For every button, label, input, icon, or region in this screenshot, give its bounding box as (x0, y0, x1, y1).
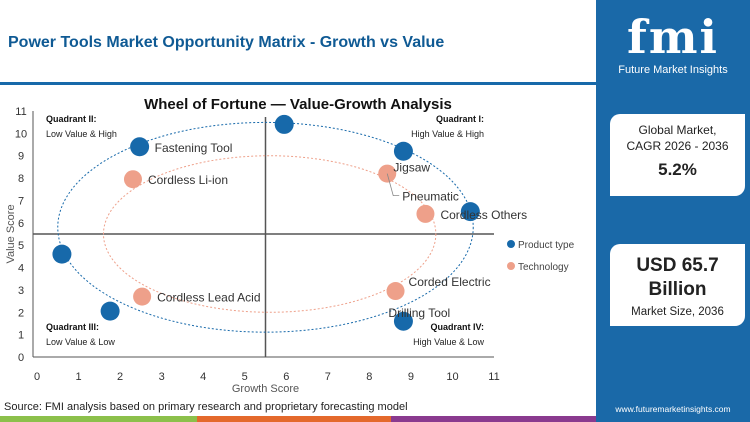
data-label: Fastening Tool (155, 141, 233, 155)
market-size-value: USD 65.7 (636, 255, 719, 276)
x-tick-label: 5 (242, 371, 248, 383)
product-type-point (274, 114, 294, 134)
legend-label: Technology (518, 262, 569, 273)
fmi-logo: fmi Future Market Insights (596, 6, 750, 76)
data-label: Pneumatic (402, 190, 459, 204)
technology-point (133, 287, 152, 306)
quadrant-title: Quadrant III: (46, 322, 99, 332)
y-tick-label: 10 (15, 128, 27, 140)
page-title: Power Tools Market Opportunity Matrix - … (8, 34, 445, 51)
data-label: Cordless Li-ion (148, 173, 228, 187)
y-tick-label: 2 (18, 307, 24, 319)
x-tick-label: 10 (446, 371, 458, 383)
x-tick-label: 0 (34, 371, 40, 383)
product-type-ring (57, 121, 474, 333)
y-tick-label: 3 (18, 285, 24, 297)
y-tick-label: 11 (15, 106, 26, 118)
x-tick-label: 7 (325, 371, 331, 383)
x-tick-label: 4 (200, 371, 206, 383)
website-link[interactable]: www.futuremarketinsights.com (615, 404, 731, 414)
legend-label: Product type (518, 240, 575, 251)
cagr-label-line1: Global Market, (638, 123, 717, 137)
product-type-point (130, 137, 150, 157)
footer-bar-orange (197, 416, 391, 422)
source-note: Source: FMI analysis based on primary re… (4, 401, 408, 413)
x-tick-label: 9 (408, 371, 414, 383)
quadrant-subtitle: Low Value & High (46, 129, 117, 139)
pneumatic-leader-line (386, 173, 400, 197)
product-type-point (100, 301, 120, 321)
cagr-value: 5.2% (658, 160, 697, 179)
market-size-card: USD 65.7 Billion Market Size, 2036 (610, 244, 745, 326)
technology-ring (102, 155, 437, 313)
product-type-point (393, 141, 413, 161)
technology-point (386, 282, 405, 301)
cagr-label-line2: CAGR 2026 - 2036 (626, 139, 729, 153)
footer-bar-purple (391, 416, 596, 422)
x-tick-label: 6 (283, 371, 289, 383)
y-tick-label: 6 (18, 218, 24, 230)
quadrant-subtitle: High Value & High (411, 129, 484, 139)
data-label: Drilling Tool (388, 306, 450, 320)
y-tick-label: 9 (18, 151, 24, 163)
chart-title: Wheel of Fortune — Value-Growth Analysis (144, 96, 452, 113)
product-type-point (393, 311, 413, 331)
data-label: Corded Electric (409, 275, 491, 289)
legend-marker (507, 240, 515, 248)
sidebar: fmi Future Market Insights Global Market… (596, 0, 750, 422)
x-tick-label: 11 (488, 371, 499, 383)
header-divider (0, 82, 596, 85)
quadrant-title: Quadrant II: (46, 114, 97, 124)
x-axis-label: Growth Score (232, 383, 299, 395)
product-type-point (460, 202, 480, 222)
y-tick-label: 4 (18, 263, 24, 275)
data-label: Jigsaw (393, 160, 430, 174)
y-tick-label: 0 (18, 352, 24, 364)
x-tick-label: 8 (366, 371, 372, 383)
market-size-label: Market Size, 2036 (631, 306, 724, 318)
y-tick-label: 8 (18, 173, 24, 185)
footer-bar-green (0, 416, 197, 422)
y-axis-label: Value Score (5, 204, 17, 263)
data-label: Cordless Lead Acid (157, 291, 260, 305)
technology-point (416, 204, 435, 223)
cagr-card: Global Market, CAGR 2026 - 2036 5.2% (610, 114, 745, 196)
quadrant-subtitle: High Value & Low (413, 337, 484, 347)
quadrant-title: Quadrant I: (436, 114, 484, 124)
y-tick-label: 7 (18, 195, 24, 207)
quadrant-subtitle: Low Value & Low (46, 337, 115, 347)
quadrant-title: Quadrant IV: (430, 322, 484, 332)
y-tick-label: 5 (18, 240, 24, 252)
x-tick-label: 3 (159, 371, 165, 383)
scatter-chart: Wheel of Fortune — Value-Growth Analysis… (5, 96, 575, 395)
product-type-point (52, 244, 72, 264)
technology-point (123, 170, 142, 189)
x-tick-label: 2 (117, 371, 123, 383)
data-label: Cordless Others (440, 208, 527, 222)
logo-mark: fmi (627, 10, 719, 64)
market-size-unit: Billion (648, 279, 707, 300)
x-tick-label: 1 (75, 371, 81, 383)
logo-subtitle: Future Market Insights (618, 64, 728, 76)
y-tick-label: 1 (18, 330, 24, 342)
legend-marker (507, 262, 515, 270)
